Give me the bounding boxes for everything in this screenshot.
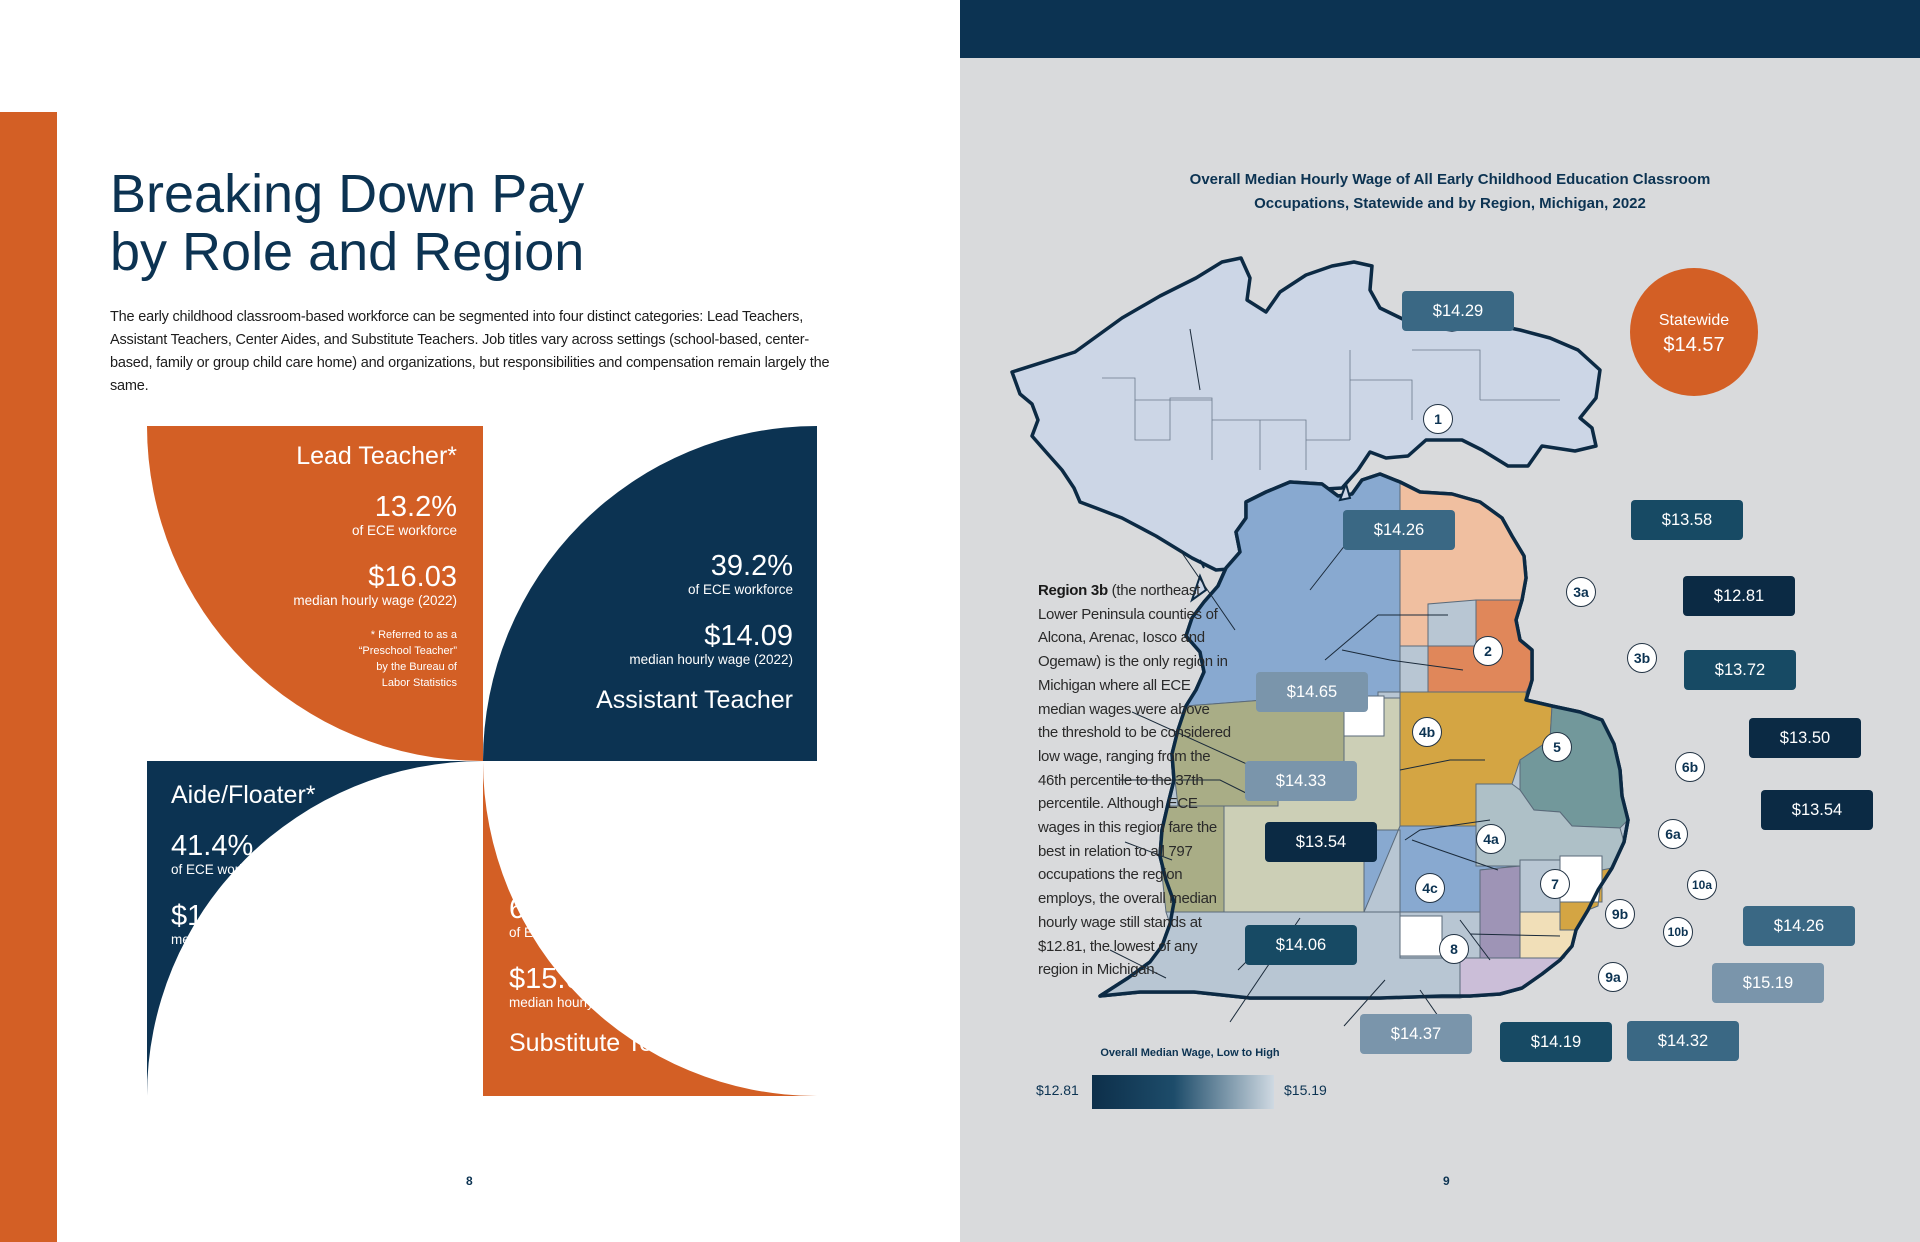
page-number-left: 8 bbox=[466, 1174, 473, 1188]
assistant-teacher-quadrant bbox=[483, 426, 817, 761]
region-marker-6b: 6b bbox=[1675, 752, 1705, 782]
footnote-line: Labor Statistics bbox=[171, 1018, 247, 1030]
region-marker-8: 8 bbox=[1439, 934, 1469, 964]
lead-teacher-pct: 13.2% bbox=[374, 491, 457, 523]
left-page: Breaking Down Pay by Role and Region The… bbox=[0, 112, 830, 1242]
top-navy-band bbox=[960, 0, 1920, 58]
wage-label-region-1: $14.29 bbox=[1402, 291, 1514, 331]
footnote-line: Labor Statistics bbox=[381, 677, 457, 689]
footnote-line: * Referred to as a bbox=[370, 629, 457, 641]
substitute-teacher-pct: 6.2% bbox=[509, 893, 576, 925]
map-title-line-2: Occupations, Statewide and by Region, Mi… bbox=[1254, 195, 1646, 212]
wage-label-region-6b: $13.50 bbox=[1749, 718, 1861, 758]
wage-label-region-7: $14.37 bbox=[1360, 1014, 1472, 1054]
region-marker-4b: 4b bbox=[1412, 717, 1442, 747]
aide-floater-pct-label: of ECE workforce bbox=[171, 862, 277, 877]
wage-label-region-10a: $14.26 bbox=[1743, 906, 1855, 946]
wage-label-region-9a: $14.19 bbox=[1500, 1022, 1612, 1062]
region-marker-9a: 9a bbox=[1598, 962, 1628, 992]
map-title: Overall Median Hourly Wage of All Early … bbox=[1150, 168, 1750, 216]
aide-floater-title: Aide/Floater* bbox=[171, 781, 316, 809]
region-marker-1: 1 bbox=[1423, 404, 1453, 434]
assistant-teacher-title: Assistant Teacher bbox=[596, 686, 793, 714]
substitute-teacher-title: Substitute Teacher bbox=[509, 1029, 716, 1057]
wage-label-region-5: $13.72 bbox=[1684, 650, 1796, 690]
region-3b-annotation: Region 3b (the northeast Lower Peninsula… bbox=[1038, 579, 1233, 982]
substitute-teacher-block: 6.2% of ECE workforce $15.04 median hour… bbox=[509, 893, 759, 1058]
wage-label-region-4b: $14.65 bbox=[1256, 672, 1368, 712]
aide-floater-wage: $12.45 bbox=[171, 900, 260, 932]
assistant-teacher-wage-label: median hourly wage (2022) bbox=[629, 652, 793, 667]
region-marker-2: 2 bbox=[1473, 636, 1503, 666]
wage-label-region-4a: $14.33 bbox=[1245, 761, 1357, 801]
footnote-line: by the Bureau of bbox=[171, 1002, 252, 1014]
region-marker-3b: 3b bbox=[1627, 643, 1657, 673]
legend-gradient-bar bbox=[1092, 1075, 1274, 1109]
aide-floater-wage-label: median hourly wage (2022) bbox=[171, 932, 335, 947]
legend-high-value: $15.19 bbox=[1284, 1082, 1327, 1098]
annotation-body: (the northeast Lower Peninsula counties … bbox=[1038, 582, 1231, 979]
intro-paragraph: The early childhood classroom-based work… bbox=[110, 309, 830, 394]
assistant-teacher-pct-label: of ECE workforce bbox=[687, 582, 793, 597]
wage-label-region-3a: $13.58 bbox=[1631, 500, 1743, 540]
orange-accent-bar bbox=[0, 112, 57, 1242]
footnote-line: by the Bureau of bbox=[376, 661, 457, 673]
substitute-teacher-quadrant bbox=[483, 761, 817, 1096]
footnote-line: * Referred to as a bbox=[171, 970, 258, 982]
substitute-teacher-wage: $15.04 bbox=[509, 963, 598, 995]
wage-label-region-4c: $13.54 bbox=[1265, 822, 1377, 862]
statewide-label: Statewide bbox=[1658, 312, 1730, 329]
wage-label-region-6a: $13.54 bbox=[1761, 790, 1873, 830]
region-marker-3a: 3a bbox=[1566, 577, 1596, 607]
region-marker-4a: 4a bbox=[1476, 824, 1506, 854]
lead-teacher-pct-label: of ECE workforce bbox=[351, 523, 457, 538]
lead-teacher-wage: $16.03 bbox=[368, 561, 457, 593]
legend-low-value: $12.81 bbox=[1036, 1082, 1079, 1098]
lead-teacher-title: Lead Teacher* bbox=[296, 442, 457, 470]
region-marker-5: 5 bbox=[1542, 732, 1572, 762]
lower-peninsula-border bbox=[1098, 472, 1630, 1000]
region-marker-10b: 10b bbox=[1663, 917, 1693, 947]
lead-teacher-block: Lead Teacher* 13.2% of ECE workforce $16… bbox=[230, 442, 457, 691]
wage-label-region-10b: $15.19 bbox=[1712, 963, 1824, 1003]
substitute-teacher-pct-label: of ECE workforce bbox=[509, 925, 615, 940]
aide-floater-pct: 41.4% bbox=[171, 830, 254, 862]
annotation-bold: Region 3b bbox=[1038, 582, 1108, 599]
page-number-right: 9 bbox=[1443, 1174, 1450, 1188]
lead-teacher-footnote: * Referred to as a “Preschool Teacher” b… bbox=[230, 627, 457, 691]
assistant-teacher-pct: 39.2% bbox=[710, 550, 793, 582]
region-marker-6a: 6a bbox=[1658, 819, 1688, 849]
assistant-teacher-block: 39.2% of ECE workforce $14.09 median hou… bbox=[540, 550, 793, 715]
region-marker-10a: 10a bbox=[1687, 870, 1717, 900]
legend-title: Overall Median Wage, Low to High bbox=[1100, 1047, 1280, 1059]
wage-label-region-8: $14.06 bbox=[1245, 925, 1357, 965]
region-marker-4c: 4c bbox=[1415, 873, 1445, 903]
page-title: Breaking Down Pay by Role and Region bbox=[110, 165, 810, 281]
wage-label-region-3b: $12.81 bbox=[1683, 576, 1795, 616]
right-page: Overall Median Hourly Wage of All Early … bbox=[960, 0, 1920, 1242]
statewide-wage-circle: Statewide $14.57 bbox=[1630, 268, 1758, 396]
unassigned-area-south bbox=[1399, 915, 1443, 957]
aide-floater-block: Aide/Floater* 41.4% of ECE workforce $12… bbox=[171, 781, 411, 1032]
title-line-1: Breaking Down Pay bbox=[110, 164, 585, 224]
region-marker-7: 7 bbox=[1540, 869, 1570, 899]
footnote-line: “Childcare Worker” bbox=[171, 986, 264, 998]
wage-label-region-9b: $14.32 bbox=[1627, 1021, 1739, 1061]
lead-teacher-quadrant bbox=[147, 426, 483, 761]
statewide-value: $14.57 bbox=[1663, 334, 1725, 356]
title-line-2: by Role and Region bbox=[110, 222, 585, 282]
aide-floater-quadrant bbox=[147, 761, 483, 1096]
region-marker-9b: 9b bbox=[1605, 899, 1635, 929]
substitute-teacher-wage-label: median hourly wage (2022) bbox=[509, 995, 673, 1010]
assistant-teacher-wage: $14.09 bbox=[704, 620, 793, 652]
footnote-line: “Preschool Teacher” bbox=[358, 645, 457, 657]
wage-label-region-2: $14.26 bbox=[1343, 510, 1455, 550]
upper-peninsula-region-1 bbox=[1010, 256, 1602, 572]
lead-teacher-wage-label: median hourly wage (2022) bbox=[293, 593, 457, 608]
aide-floater-footnote: * Referred to as a “Childcare Worker” by… bbox=[171, 968, 411, 1032]
county-lines-upper bbox=[1102, 349, 1560, 470]
role-pinwheel-graphic bbox=[147, 426, 817, 1096]
map-title-line-1: Overall Median Hourly Wage of All Early … bbox=[1189, 171, 1711, 188]
